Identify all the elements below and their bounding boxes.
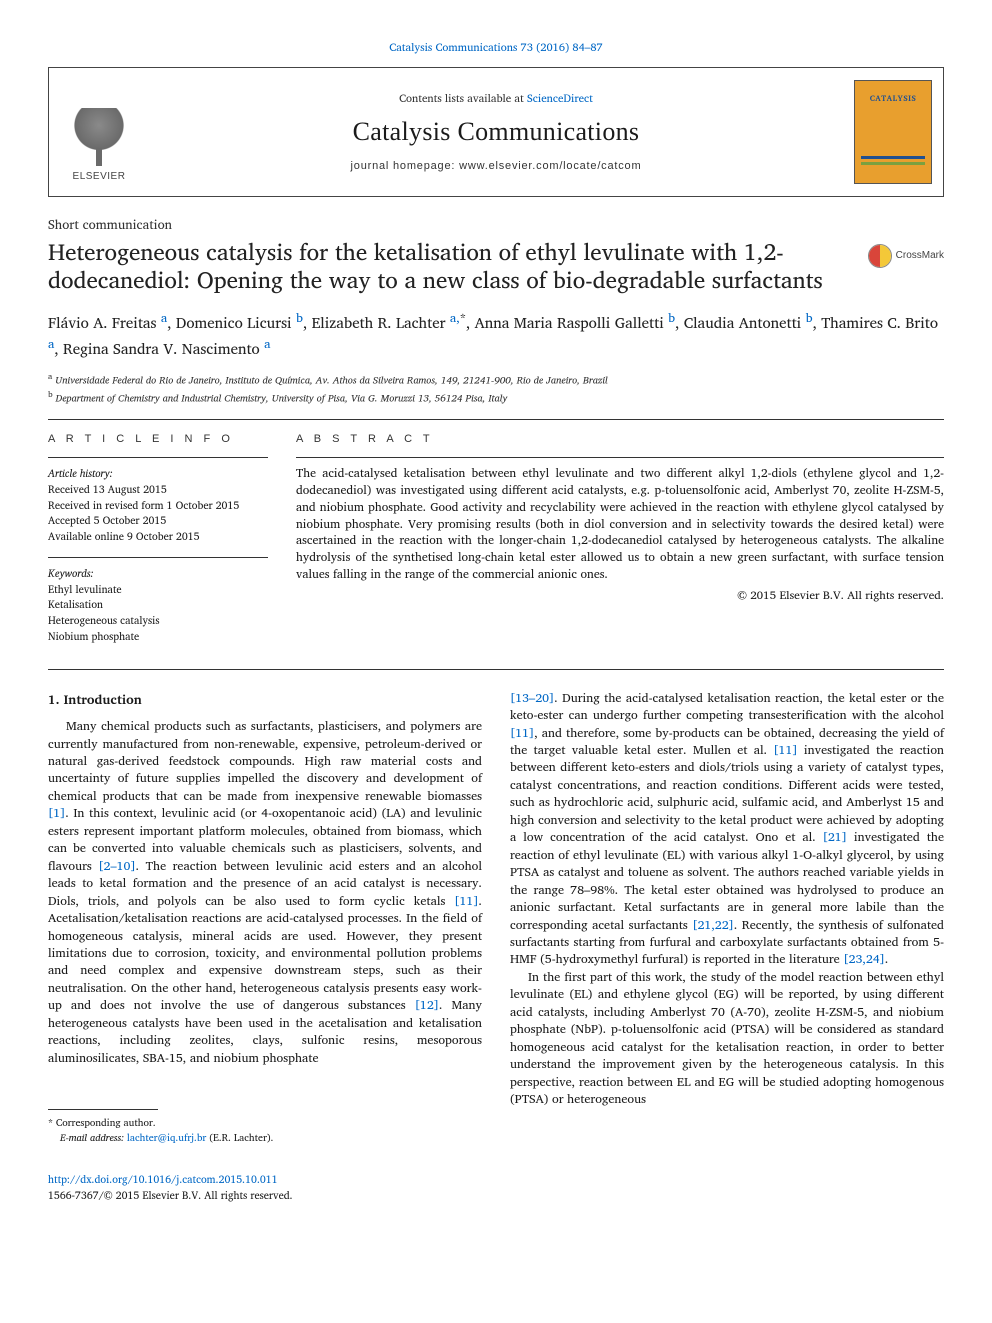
abstract-column: A B S T R A C T The acid-catalysed ketal… [296, 432, 944, 657]
cover-stripe-icon [861, 156, 925, 159]
contents-prefix: Contents lists available at [399, 89, 527, 107]
body-columns: 1. Introduction Many chemical products s… [48, 690, 944, 1204]
issn-copyright: 1566-7367/© 2015 Elsevier B.V. All right… [48, 1188, 482, 1204]
right-column: [13–20]. During the acid-catalysed ketal… [510, 690, 944, 1204]
journal-cover-area: CATALYSIS [843, 68, 943, 196]
online-date: Available online 9 October 2015 [48, 529, 268, 545]
authors-line: Flávio A. Freitas a, Domenico Licursi b,… [48, 309, 944, 360]
elsevier-logo[interactable]: ELSEVIER [73, 108, 126, 184]
author-5-aff[interactable]: b [806, 308, 813, 328]
journal-cover-title: CATALYSIS [870, 93, 917, 104]
abstract-text: The acid-catalysed ketalisation between … [296, 466, 944, 584]
crossmark-icon [868, 244, 892, 268]
contents-line: Contents lists available at ScienceDirec… [399, 91, 593, 106]
corr-label: Corresponding author. [53, 1115, 156, 1131]
divider [296, 457, 944, 458]
article-type: Short communication [48, 215, 944, 233]
footnote-divider [48, 1109, 158, 1110]
keywords-block: Keywords: Ethyl levulinate Ketalisation … [48, 566, 268, 645]
publisher-name: ELSEVIER [73, 170, 126, 184]
header-center: Contents lists available at ScienceDirec… [149, 68, 843, 196]
author-2-aff[interactable]: b [296, 308, 303, 328]
journal-homepage: journal homepage: www.elsevier.com/locat… [351, 159, 642, 174]
p2a: . During the acid-catalysed ketalisation… [510, 688, 944, 725]
author-4: Anna Maria Raspolli Galletti [475, 310, 664, 335]
author-6-aff[interactable]: a [48, 334, 54, 354]
top-citation-link[interactable]: Catalysis Communications 73 (2016) 84–87 [389, 38, 602, 56]
article-info-column: A R T I C L E I N F O Article history: R… [48, 432, 268, 657]
elsevier-tree-icon [73, 108, 125, 166]
keyword-4: Niobium phosphate [48, 629, 268, 645]
corr-email-suffix: (E.R. Lachter). [206, 1130, 273, 1146]
author-1-aff[interactable]: a [161, 308, 167, 328]
p1a: Many chemical products such as surfactan… [48, 716, 482, 806]
corr-email-link[interactable]: lachter@iq.ufrj.br [127, 1130, 206, 1146]
author-7: Regina Sandra V. Nascimento [63, 336, 260, 361]
affiliation-b: b Department of Chemistry and Industrial… [48, 388, 944, 406]
top-citation: Catalysis Communications 73 (2016) 84–87 [48, 40, 944, 55]
cover-stripe2-icon [861, 162, 925, 165]
corresponding-author: * Corresponding author. E-mail address: … [48, 1116, 482, 1146]
author-4-aff[interactable]: b [668, 308, 675, 328]
email-label: E-mail address: [60, 1130, 127, 1146]
author-7-aff[interactable]: a [264, 334, 270, 354]
journal-header: ELSEVIER Contents lists available at Sci… [48, 67, 944, 197]
article-title: Heterogeneous catalysis for the ketalisa… [48, 238, 850, 296]
divider [48, 669, 944, 670]
journal-cover[interactable]: CATALYSIS [854, 80, 932, 184]
author-3: Elizabeth R. Lachter [312, 310, 446, 335]
journal-name: Catalysis Communications [353, 114, 640, 150]
sciencedirect-link[interactable]: ScienceDirect [527, 89, 593, 107]
aff-a-text: Universidade Federal do Rio de Janeiro, … [52, 372, 607, 388]
abstract-heading: A B S T R A C T [296, 432, 944, 447]
divider [48, 557, 268, 558]
article-history: Article history: Received 13 August 2015… [48, 466, 268, 545]
publisher-logo-area: ELSEVIER [49, 68, 149, 196]
author-5: Claudia Antonetti [684, 310, 802, 335]
affiliation-a: a Universidade Federal do Rio de Janeiro… [48, 370, 944, 388]
author-3-aff[interactable]: a, [450, 308, 460, 328]
author-6: Thamires C. Brito [821, 310, 938, 335]
aff-b-text: Department of Chemistry and Industrial C… [53, 391, 508, 407]
divider [48, 419, 944, 420]
intro-paragraph-1: Many chemical products such as surfactan… [48, 718, 482, 1067]
article-info-heading: A R T I C L E I N F O [48, 432, 268, 447]
bottom-block: http://dx.doi.org/10.1016/j.catcom.2015.… [48, 1172, 482, 1204]
abstract-copyright: © 2015 Elsevier B.V. All rights reserved… [296, 588, 944, 604]
left-column: 1. Introduction Many chemical products s… [48, 690, 482, 1204]
affiliations: a Universidade Federal do Rio de Janeiro… [48, 370, 944, 407]
intro-paragraph-2: In the first part of this work, the stud… [510, 969, 944, 1109]
author-1: Flávio A. Freitas [48, 310, 157, 335]
intro-paragraph-1-cont: [13–20]. During the acid-catalysed ketal… [510, 690, 944, 969]
divider [48, 457, 268, 458]
author-2: Domenico Licursi [176, 310, 292, 335]
section-1-heading: 1. Introduction [48, 690, 482, 708]
corresponding-star: * [460, 308, 466, 328]
crossmark-badge[interactable]: CrossMark [868, 244, 944, 268]
crossmark-label: CrossMark [896, 249, 944, 263]
